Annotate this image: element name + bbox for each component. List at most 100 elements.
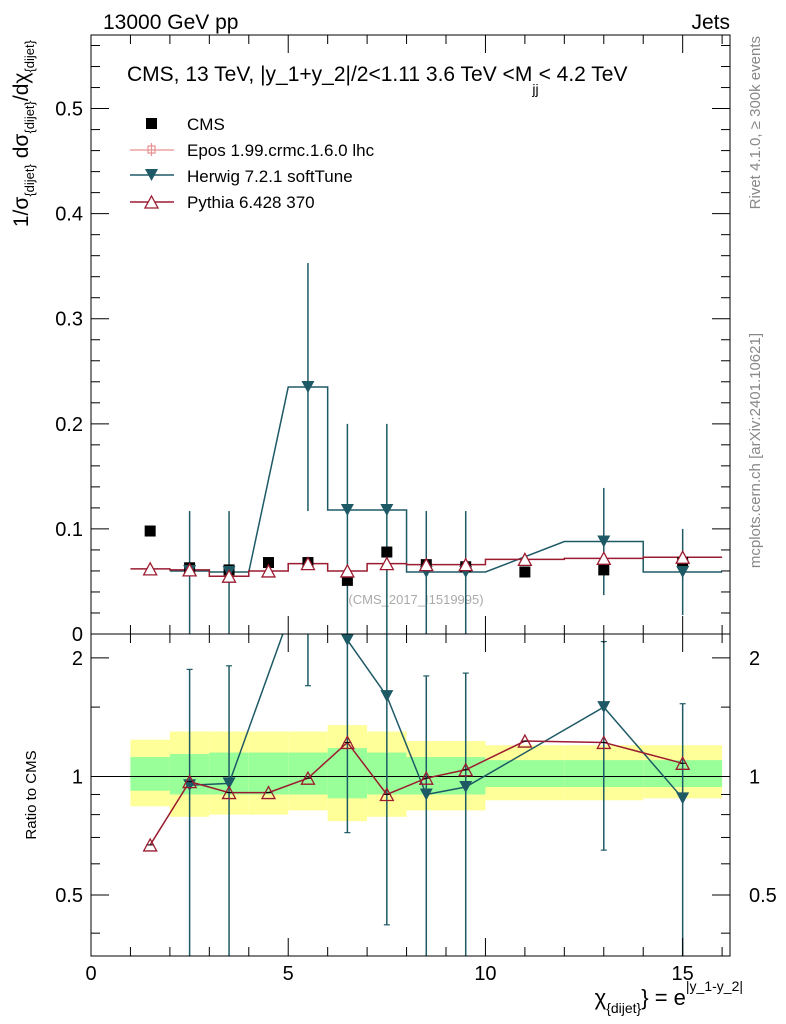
ratio-xtick-label: 0 <box>85 963 96 985</box>
ratio-xtick-label: 10 <box>474 963 496 985</box>
pythia-point <box>182 562 198 577</box>
legend-cms-marker <box>146 118 157 129</box>
herwig-ratio-point <box>597 701 611 714</box>
pythia-point <box>221 568 237 583</box>
pythia-ratio-point <box>458 762 474 777</box>
header-right: Jets <box>691 11 730 34</box>
ratio-xlabel: χ{dijet}} = e|y_1-y_2| <box>595 978 743 1016</box>
ratio-ytick-label-right: 0.5 <box>749 885 777 907</box>
ratio-frame <box>90 633 731 957</box>
main-ytick-label: 0.5 <box>55 99 83 121</box>
side-mcplots-label: mcplots.cern.ch [arXiv:2401.10621] <box>747 333 764 568</box>
ratio-xtick-label: 15 <box>672 963 694 985</box>
xlabel-chi-sub: {dijet} <box>606 1000 641 1016</box>
xlabel-sup: |y_1-y_2| <box>686 978 743 994</box>
pythia-point <box>260 563 277 578</box>
legend-epos-label: Epos 1.99.crmc.1.6.0 lhc <box>187 141 375 160</box>
herwig-ratio-point <box>222 777 236 790</box>
main-title-after: < 4.2 TeV <box>539 63 628 86</box>
herwig-point <box>301 381 315 394</box>
main-title-sub: jj <box>531 81 538 97</box>
side-rivet-label: Rivet 4.1.0, ≥ 300k events <box>747 36 764 209</box>
main-axes: 0 0.1 0.2 0.3 0.4 0.5 <box>55 35 730 646</box>
main-ytick-label: 0.1 <box>55 519 83 541</box>
ratio-panel: 0.5 0.5 1 1 2 2 0 5 10 15 Ratio to CMS χ{dijet}} … <box>23 633 777 1016</box>
cms-point <box>263 557 274 569</box>
pythia-ratio-point <box>517 733 533 748</box>
ratio-xtick-label: 5 <box>283 963 294 985</box>
herwig-point <box>380 503 394 516</box>
cms-point <box>341 574 353 586</box>
herwig-ratio-point <box>419 788 433 801</box>
ylabel-b-sub: {dijet} <box>22 100 37 133</box>
ratio-ytick-label-right: 2 <box>749 648 760 670</box>
pythia-ratio-point <box>596 735 612 750</box>
cms-point <box>598 564 610 576</box>
legend-pythia-label: Pythia 6.428 370 <box>187 193 315 212</box>
pythia-point <box>142 561 158 576</box>
herwig-point <box>676 565 690 578</box>
pythia-ratio-point <box>142 837 158 852</box>
main-title: CMS, 13 TeV, |y_1+y_2|/2<1.11 3.6 TeV <M… <box>127 63 628 97</box>
herwig-point <box>340 503 354 516</box>
pythia-ratio-point <box>339 735 355 750</box>
pythia-ratio-point <box>379 787 395 802</box>
pythia-ratio-line <box>149 740 683 846</box>
legend: CMS Epos 1.99.crmc.1.6.0 lhc Herwig 7.2.… <box>130 115 375 212</box>
ratio-ytick-label: 1 <box>72 766 83 788</box>
pythia-point <box>339 563 355 578</box>
ylabel-b: dσ <box>10 134 33 165</box>
ratio-ylabel: Ratio to CMS <box>23 750 40 839</box>
ylabel-c-sub: {dijet} <box>22 39 37 72</box>
herwig-ratio-point <box>459 781 473 794</box>
main-ytick-label: 0.3 <box>55 309 83 331</box>
pythia-ratio-point <box>182 774 198 789</box>
ratio-ytick-label: 0.5 <box>55 885 83 907</box>
xlabel-eq: } = e <box>641 985 686 1010</box>
pythia-point <box>675 549 691 564</box>
ratio-axes: 0.5 0.5 1 1 2 2 0 5 10 15 <box>55 634 777 985</box>
herwig-ratio-point <box>676 792 690 805</box>
legend-herwig-label: Herwig 7.2.1 softTune <box>187 167 353 186</box>
main-watermark: (CMS_2017_I1519995) <box>348 592 483 607</box>
pythia-point <box>300 556 316 571</box>
pythia-point <box>596 550 612 565</box>
pythia-ratio-point <box>260 785 277 800</box>
herwig-line <box>169 386 723 573</box>
legend-cms-label: CMS <box>187 115 225 134</box>
main-panel: (CMS_2017_I1519995) 0 0.1 0.2 0.3 0.4 0.5 CMS… <box>10 34 731 646</box>
pythia-ratio-point <box>675 755 691 770</box>
ylabel-a-sub: {dijet} <box>22 163 37 196</box>
pythia-ratio-point <box>221 785 237 800</box>
ratio-ytick-label-right: 1 <box>749 766 760 788</box>
herwig-point <box>597 535 611 548</box>
pythia-ratio-point <box>418 770 434 785</box>
header-left: 13000 GeV pp <box>103 11 238 34</box>
pythia-line <box>130 556 723 577</box>
cms-point <box>381 546 393 558</box>
legend-herwig-marker <box>145 169 158 181</box>
herwig-ratio-point <box>340 634 354 647</box>
ratio-band-green <box>485 760 565 788</box>
ylabel-c: /dχ <box>10 73 33 102</box>
main-ytick-label: 0.2 <box>55 414 83 436</box>
xlabel-chi: χ <box>595 985 607 1010</box>
legend-epos-marker <box>147 143 156 156</box>
main-ytick-label: 0.4 <box>55 204 83 226</box>
legend-pythia-marker <box>143 194 160 209</box>
ratio-series-layer <box>142 634 691 956</box>
pythia-point <box>379 556 395 571</box>
pythia-point <box>517 552 533 567</box>
cms-point <box>144 525 156 537</box>
main-ylabel: 1/σ{dijet} dσ{dijet}/dχ{dijet} <box>10 39 37 227</box>
cms-point <box>519 566 531 578</box>
pythia-point <box>458 557 474 572</box>
pythia-point <box>418 557 434 572</box>
main-title-text: CMS, 13 TeV, |y_1+y_2|/2<1.11 3.6 TeV <M <box>127 63 532 86</box>
ratio-band-green <box>130 757 170 791</box>
main-ytick-label: 0 <box>72 624 83 646</box>
herwig-ratio-point <box>380 690 394 703</box>
pythia-ratio-point <box>300 770 316 785</box>
ratio-ytick-label: 2 <box>72 648 83 670</box>
